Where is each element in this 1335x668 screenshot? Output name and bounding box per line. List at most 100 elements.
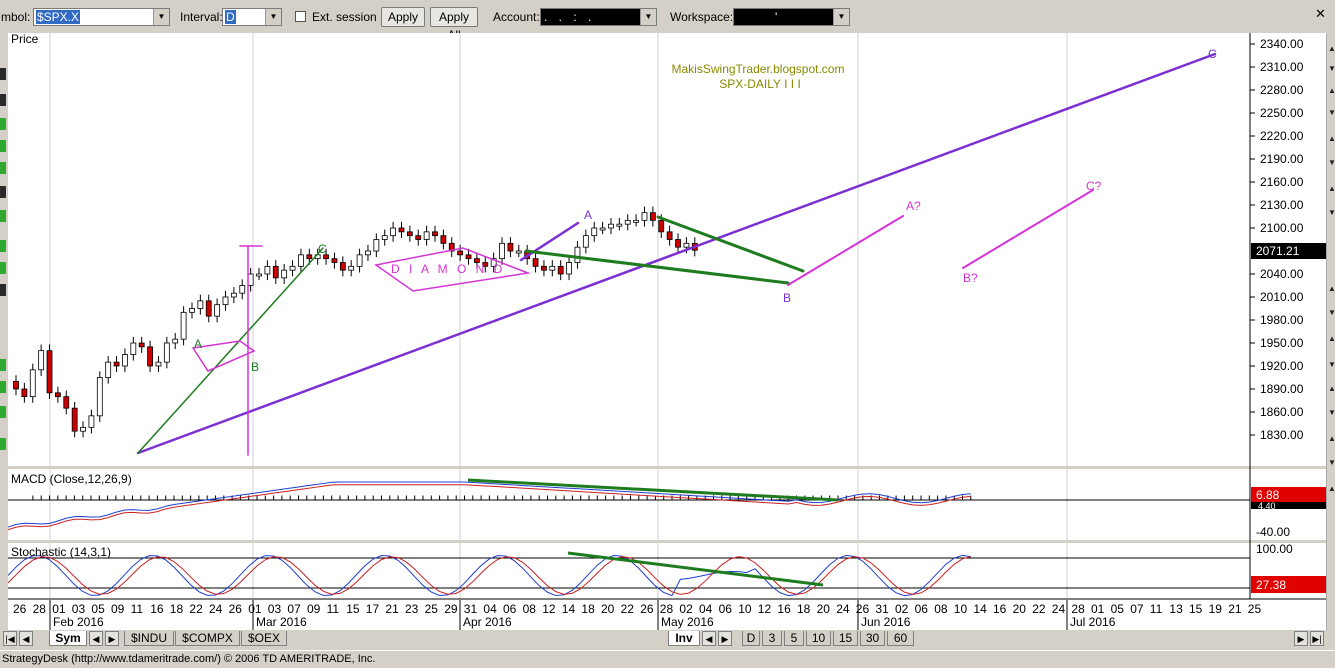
price-tick-label: 1980.00 <box>1260 313 1304 327</box>
status-bar: StrategyDesk (http://www.tdameritrade.co… <box>0 650 1335 668</box>
tab-inv[interactable]: Inv <box>668 631 700 646</box>
ext-session-checkbox[interactable] <box>295 11 306 22</box>
last-arrow-icon[interactable]: ▶| <box>1310 631 1324 646</box>
candle-body <box>423 231 430 240</box>
day-tick-label: 18 <box>170 602 184 616</box>
interval-select[interactable]: D ▼ <box>222 8 282 26</box>
price-chart[interactable]: 2340.00 2310.00 2280.00 2250.00 2220.00 2190.… <box>8 33 1326 630</box>
candle-body <box>549 265 556 271</box>
candle-body <box>465 254 472 260</box>
first-arrow-icon[interactable]: |◀ <box>3 631 17 646</box>
tool-icon[interactable] <box>0 118 6 130</box>
ext-session-label: Ext. session <box>312 10 377 24</box>
arrow-up-icon[interactable]: ▲ <box>1328 284 1335 293</box>
right-arrow-icon[interactable]: ▶ <box>718 631 732 646</box>
symbol-value: $SPX.X <box>36 10 81 24</box>
arrow-down-icon[interactable]: ▼ <box>1328 64 1335 73</box>
arrow-up-icon[interactable]: ▲ <box>1328 384 1335 393</box>
macd-signal-line <box>8 484 971 531</box>
candle-body <box>348 265 355 271</box>
tool-icon[interactable] <box>0 140 6 152</box>
day-tick-label: 09 <box>111 602 125 616</box>
workspace-select[interactable]: ' ▼ <box>733 8 850 26</box>
close-icon[interactable]: ✕ <box>1315 6 1326 21</box>
arrow-up-icon[interactable]: ▲ <box>1328 184 1335 193</box>
symbol-select[interactable]: $SPX.X ▼ <box>33 8 170 26</box>
arrow-down-icon[interactable]: ▼ <box>1328 308 1335 317</box>
account-select[interactable]: . . : . ▼ <box>540 8 657 26</box>
tool-icon[interactable] <box>0 162 6 174</box>
tab-period-30[interactable]: 30 <box>860 631 885 646</box>
month-label: Apr 2016 <box>463 615 512 629</box>
tool-icon[interactable] <box>0 186 6 198</box>
arrow-up-icon[interactable]: ▲ <box>1328 86 1335 95</box>
candle-body <box>365 250 371 256</box>
diamond-label: D I A M O N D <box>391 262 505 276</box>
tab-oex[interactable]: $OEX <box>241 631 287 646</box>
arrow-down-icon[interactable]: ▼ <box>1328 408 1335 417</box>
candle-body <box>189 308 195 313</box>
right-scroll-strip[interactable]: ▲ ▼ ▲ ▼ ▲ ▼ ▲ ▼ ▲ ▼ ▲ ▼ ▲ ▼ ▲ ▼ ▲ <box>1326 34 1335 630</box>
candlesticks <box>13 206 698 438</box>
chevron-down-icon[interactable]: ▼ <box>265 9 281 25</box>
chevron-down-icon[interactable]: ▼ <box>153 9 169 25</box>
chevron-down-icon[interactable]: ▼ <box>640 9 656 25</box>
apply-all-button[interactable]: Apply All <box>430 7 478 42</box>
left-arrow-icon[interactable]: ◀ <box>89 631 103 646</box>
tab-period-3[interactable]: 3 <box>762 631 782 646</box>
candle-body <box>356 254 363 267</box>
candle-body <box>675 239 681 248</box>
day-tick-label: 18 <box>581 602 595 616</box>
arrow-down-icon[interactable]: ▼ <box>1328 360 1335 369</box>
tool-icon[interactable] <box>0 381 6 393</box>
tab-period-60[interactable]: 60 <box>887 631 914 646</box>
apply-button[interactable]: Apply <box>381 7 425 27</box>
candle-body <box>608 223 614 229</box>
candle-body <box>138 342 145 348</box>
tool-icon[interactable] <box>0 262 6 274</box>
trend-line-green <box>137 247 324 454</box>
arrow-up-icon[interactable]: ▲ <box>1328 134 1335 143</box>
left-arrow-icon[interactable]: ◀ <box>19 631 33 646</box>
arrow-up-icon[interactable]: ▲ <box>1328 334 1335 343</box>
tab-sym[interactable]: Sym <box>49 631 87 646</box>
candle-body <box>432 231 438 237</box>
tab-period-15[interactable]: 15 <box>833 631 858 646</box>
tool-icon[interactable] <box>0 359 6 371</box>
day-tick-label: 28 <box>33 602 47 616</box>
arrow-up-icon[interactable]: ▲ <box>1328 434 1335 443</box>
tool-icon[interactable] <box>0 284 6 296</box>
tab-indu[interactable]: $INDU <box>124 631 174 646</box>
arrow-up-icon[interactable]: ▲ <box>1328 484 1335 493</box>
left-arrow-icon[interactable]: ◀ <box>702 631 716 646</box>
tab-period-5[interactable]: 5 <box>784 631 804 646</box>
day-tick-label: 29 <box>444 602 458 616</box>
price-tick-label: 1950.00 <box>1260 336 1304 350</box>
label-b2: B <box>783 291 791 305</box>
day-tick-label: 01 <box>1091 602 1105 616</box>
candle-body <box>71 407 78 432</box>
right-arrow-icon[interactable]: ▶ <box>105 631 119 646</box>
tab-compx[interactable]: $COMPX <box>175 631 240 646</box>
tab-period-10[interactable]: 10 <box>806 631 831 646</box>
chevron-down-icon[interactable]: ▼ <box>833 9 849 25</box>
pane-divider <box>8 466 1326 469</box>
price-tick-label: 2130.00 <box>1260 198 1304 212</box>
tool-icon[interactable] <box>0 94 6 106</box>
arrow-down-icon[interactable]: ▼ <box>1328 108 1335 117</box>
candle-body <box>205 300 212 317</box>
right-arrow-icon[interactable]: ▶ <box>1294 631 1308 646</box>
arrow-down-icon[interactable]: ▼ <box>1328 208 1335 217</box>
candle-body <box>457 250 464 256</box>
tool-icon[interactable] <box>0 406 6 418</box>
arrow-down-icon[interactable]: ▼ <box>1328 458 1335 467</box>
arrow-down-icon[interactable]: ▼ <box>1328 158 1335 167</box>
arrow-up-icon[interactable]: ▲ <box>1328 44 1335 53</box>
tab-period-d[interactable]: D <box>742 631 760 646</box>
day-tick-label: 15 <box>346 602 360 616</box>
candle-body <box>641 212 648 221</box>
tool-icon[interactable] <box>0 68 6 80</box>
tool-icon[interactable] <box>0 438 6 450</box>
tool-icon[interactable] <box>0 210 6 222</box>
tool-icon[interactable] <box>0 240 6 252</box>
